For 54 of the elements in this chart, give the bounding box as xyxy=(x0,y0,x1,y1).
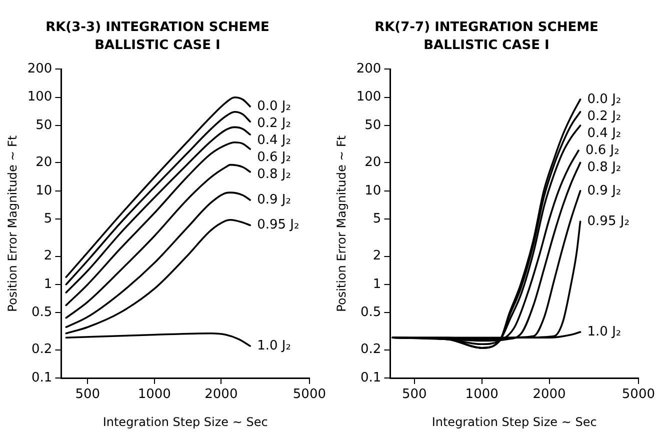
series-label: 1.0 J₂ xyxy=(257,338,291,354)
chart-title: RK(7-7) INTEGRATION SCHEME xyxy=(374,20,598,36)
x-axis-title: Integration Step Size ~ Sec xyxy=(102,414,268,429)
x-tick-label: 1000 xyxy=(138,387,171,402)
y-axis-title: Position Error Magnitude ~ Ft xyxy=(334,135,348,312)
y-tick-label: 5 xyxy=(44,211,52,226)
series-label: 0.9 J₂ xyxy=(587,183,622,198)
chart-title: RK(3-3) INTEGRATION SCHEME xyxy=(46,20,270,36)
series-label: 1.0 J₂ xyxy=(587,324,622,340)
series-label: 0.4 J₂ xyxy=(257,132,291,148)
y-tick-label: 0.1 xyxy=(360,370,382,386)
series-label: 0.6 J₂ xyxy=(585,142,620,158)
y-axis-title: Position Error Magnitude ~ Ft xyxy=(5,135,20,312)
x-tick-label: 2000 xyxy=(204,387,238,402)
y-tick-label: 0.5 xyxy=(360,304,382,320)
series-label: 0.8 J₂ xyxy=(257,166,291,182)
x-tick-label: 2000 xyxy=(532,387,566,402)
y-tick-label: 1 xyxy=(44,276,52,292)
y-tick-label: 1 xyxy=(372,276,382,292)
y-tick-label: 100 xyxy=(27,90,52,105)
y-tick-label: 20 xyxy=(364,155,382,170)
y-tick-label: 20 xyxy=(36,155,52,170)
x-tick-label: 500 xyxy=(75,387,100,402)
y-tick-label: 0.1 xyxy=(32,370,52,386)
chart-subtitle: BALLISTIC CASE I xyxy=(94,38,220,53)
y-tick-label: 0.2 xyxy=(32,342,52,358)
y-tick-label: 50 xyxy=(364,118,382,133)
series-label: 0.2 J₂ xyxy=(587,108,622,124)
series-label: 0.0 J₂ xyxy=(257,98,291,114)
y-tick-label: 0.2 xyxy=(360,342,382,358)
x-tick-label: 5000 xyxy=(622,387,656,402)
x-tick-label: 5000 xyxy=(292,387,326,402)
series-label: 0.2 J₂ xyxy=(257,116,291,131)
series-label: 0.0 J₂ xyxy=(587,92,622,107)
x-tick-label: 1000 xyxy=(465,387,498,402)
series-label: 0.95 J₂ xyxy=(257,218,300,233)
series-label: 0.6 J₂ xyxy=(257,150,291,165)
x-tick-label: 500 xyxy=(402,387,427,402)
y-tick-label: 5 xyxy=(372,211,382,226)
y-tick-label: 2 xyxy=(372,248,382,264)
series-label: 0.9 J₂ xyxy=(257,192,291,208)
y-tick-label: 200 xyxy=(356,62,382,77)
chart-subtitle: BALLISTIC CASE I xyxy=(424,38,550,53)
y-tick-label: 0.5 xyxy=(32,304,52,320)
y-tick-label: 10 xyxy=(36,183,52,198)
y-tick-label: 200 xyxy=(27,62,52,77)
y-tick-label: 2 xyxy=(44,248,52,264)
series-label: 0.4 J₂ xyxy=(587,126,622,141)
y-tick-label: 100 xyxy=(356,90,382,105)
series-label: 0.8 J₂ xyxy=(587,160,622,175)
x-axis-title: Integration Step Size ~ Sec xyxy=(432,414,597,429)
y-tick-label: 50 xyxy=(36,118,52,133)
series-label: 0.95 J₂ xyxy=(587,214,630,229)
y-tick-label: 10 xyxy=(364,183,382,198)
